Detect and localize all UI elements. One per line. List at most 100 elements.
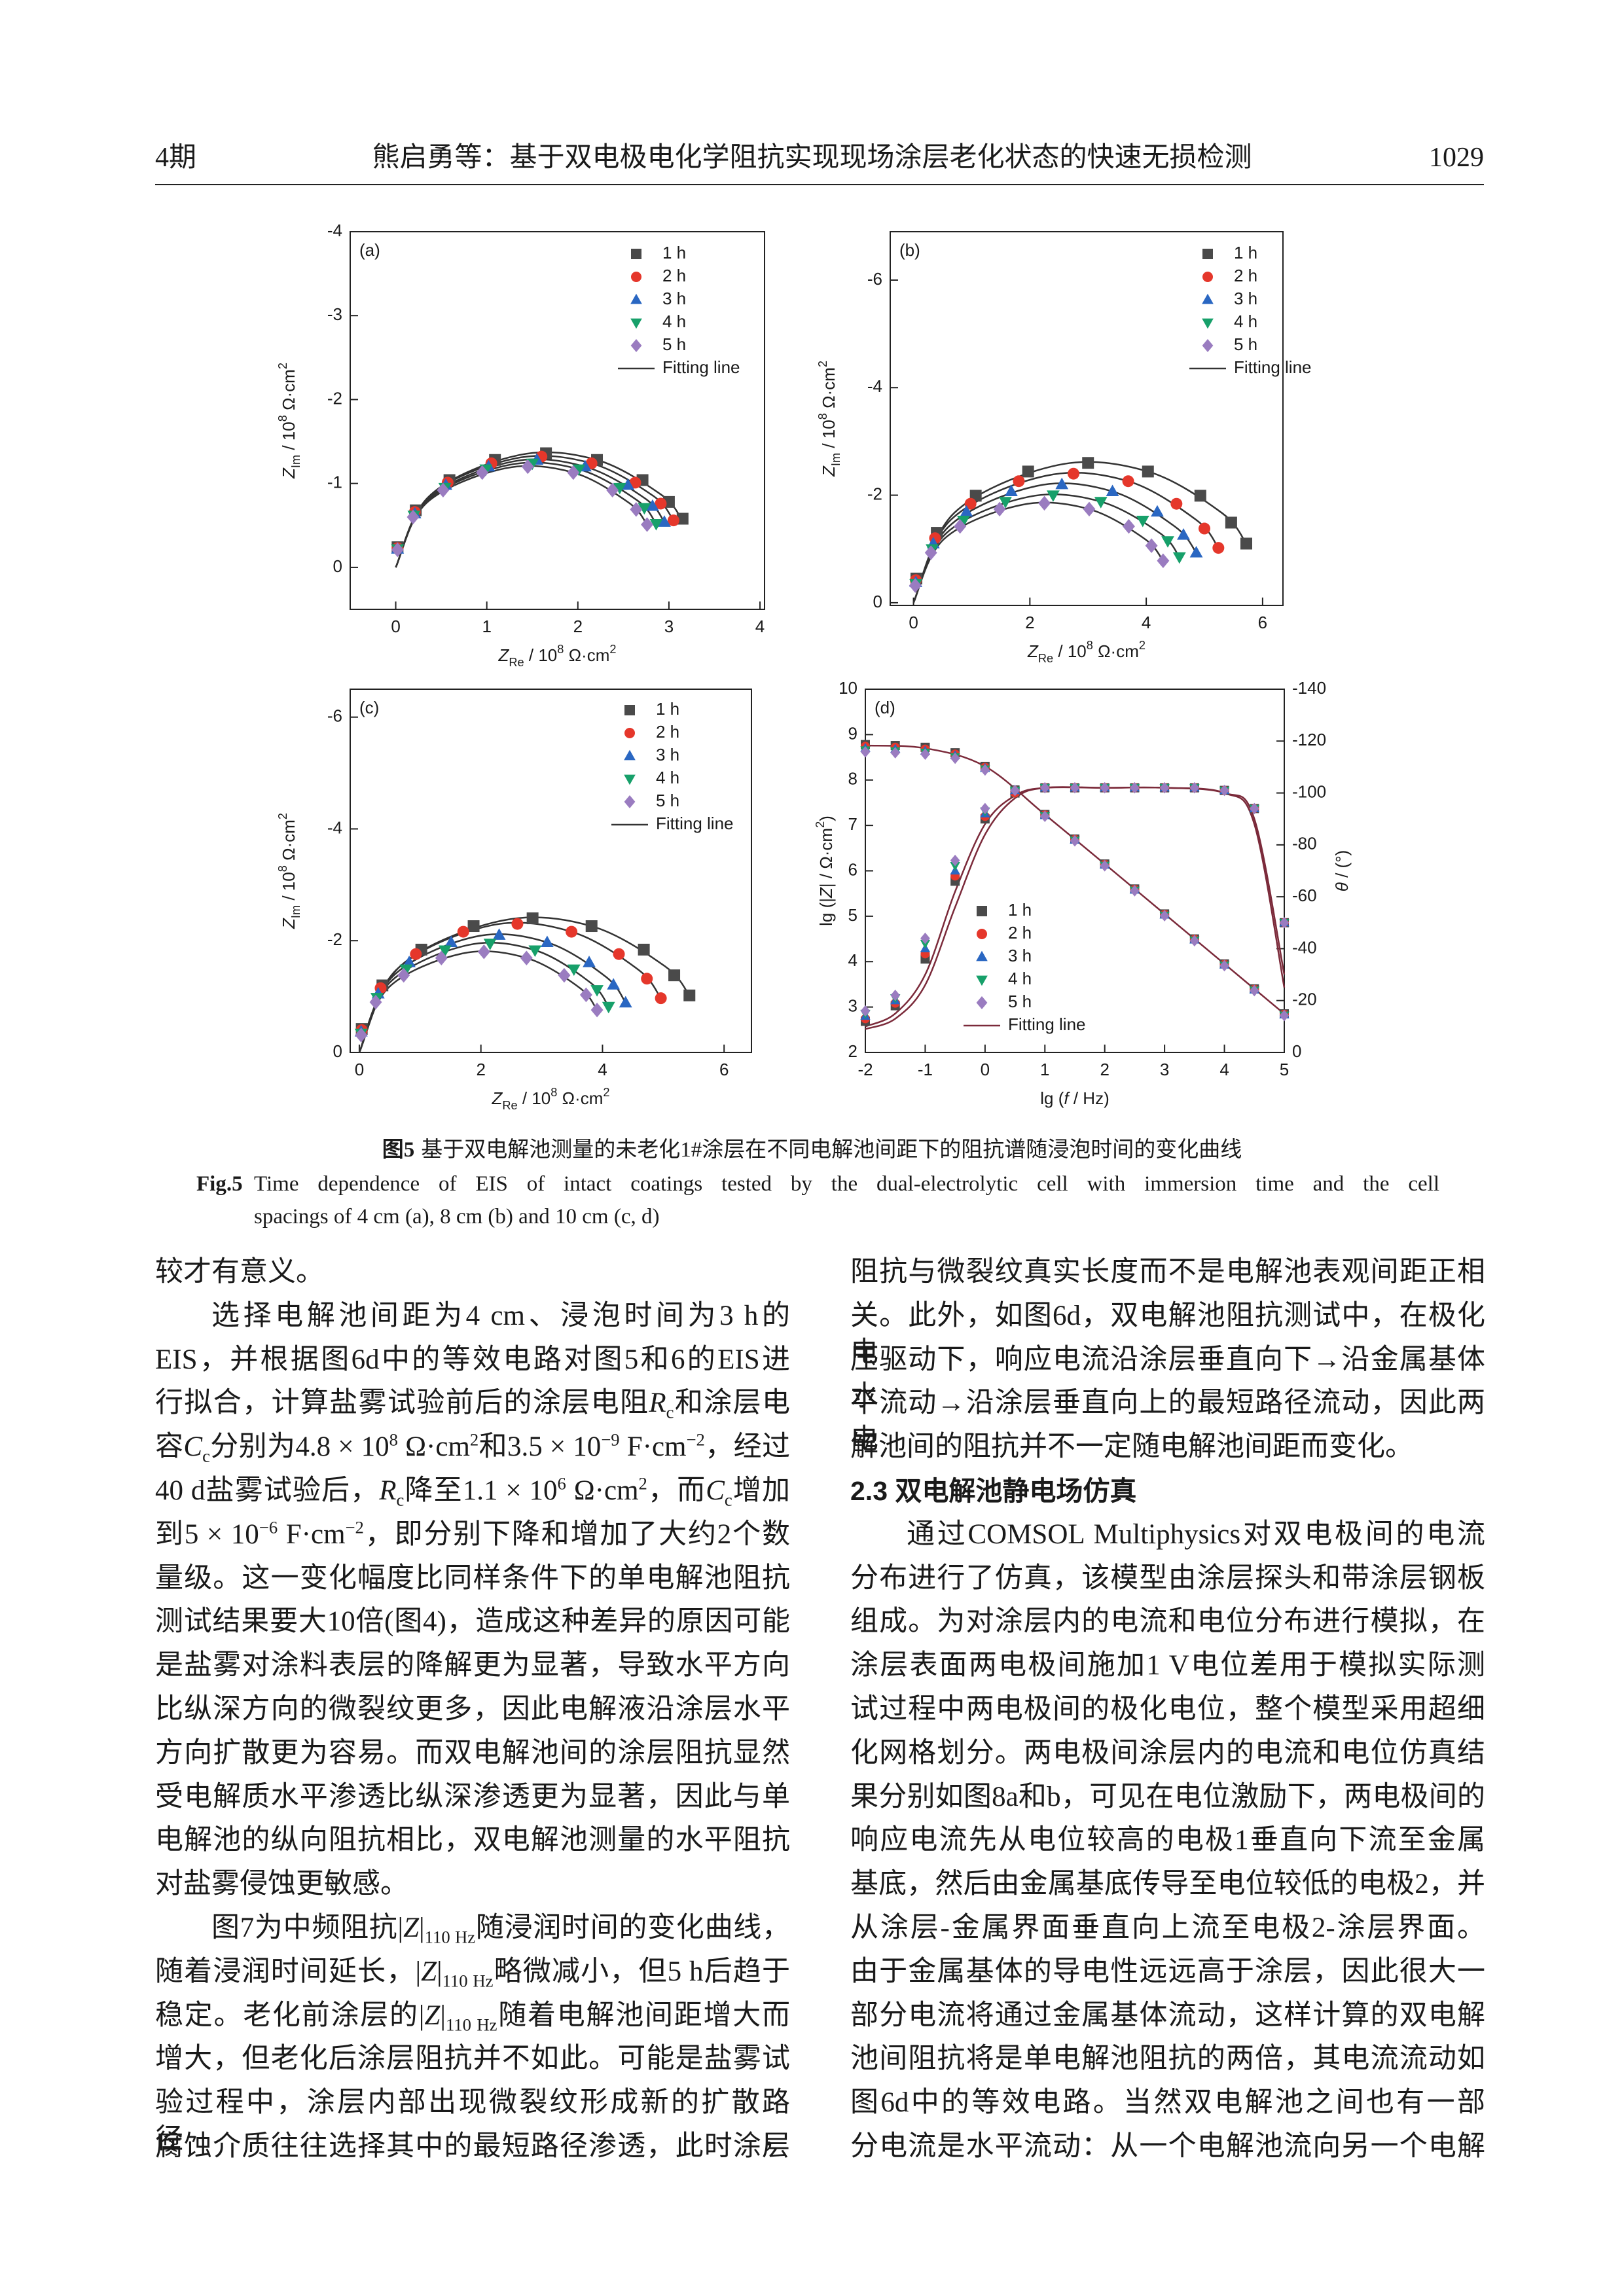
marker xyxy=(590,985,604,997)
marker xyxy=(406,509,420,525)
text-run: 测试结果要大10倍(图4)，造成这种差异的原因可能 xyxy=(155,1606,790,1638)
fit-line xyxy=(395,458,665,568)
x-axis-label: ZRe / 108 Ω·cm2 xyxy=(1027,639,1146,665)
text-line: 电解池的纵向阻抗相比，双电解池测量的水平阻抗 xyxy=(155,1822,790,1859)
marker xyxy=(437,482,450,498)
marker xyxy=(1157,553,1170,569)
text-run: 试过程中两电极间的极化电位，整个模型采用超细 xyxy=(850,1694,1485,1725)
sup-run: −2 xyxy=(686,1429,705,1450)
marker xyxy=(1038,495,1051,511)
x-tick-label: -2 xyxy=(857,1060,873,1079)
text-run: | / Ω·cm xyxy=(816,828,836,888)
y2-axis-label: θ / (°) xyxy=(1332,850,1352,892)
marker xyxy=(980,802,990,815)
legend-label: 4 h xyxy=(1234,312,1257,331)
italic-run: Z xyxy=(403,1912,420,1943)
y-tick-label: -6 xyxy=(327,706,342,726)
marker xyxy=(1202,249,1213,259)
legend-label: 2 h xyxy=(662,266,686,285)
marker xyxy=(1068,467,1079,480)
text-run: / 10 xyxy=(819,420,839,453)
marker xyxy=(624,728,635,738)
marker xyxy=(976,950,988,961)
sub-run: c xyxy=(666,1402,674,1422)
x-tick-label: 0 xyxy=(355,1060,364,1079)
legend-label: 4 h xyxy=(656,768,679,787)
marker xyxy=(630,318,642,329)
sub-run: c xyxy=(724,1490,732,1510)
marker xyxy=(638,503,651,515)
caption-zh: 图5 基于双电解池测量的未老化1#涂层在不同电解池间距下的阻抗谱随浸泡时间的变化曲… xyxy=(0,1137,1624,1163)
marker xyxy=(585,920,598,933)
text-line: 图7为中频阻抗|Z|110 Hz随浸润时间的变化曲线， xyxy=(211,1910,790,1946)
marker xyxy=(355,1028,368,1043)
marker xyxy=(467,920,480,933)
x-tick-label: 0 xyxy=(909,613,918,632)
marker xyxy=(391,542,404,558)
marker xyxy=(860,745,871,758)
text-run: 比纵深方向的微裂纹更多，因此电解液沿涂层水平 xyxy=(155,1694,790,1725)
text-run: 选择电解池间距为4 cm、浸泡时间为3 h的 xyxy=(211,1300,790,1331)
y-axis-label: ZIm / 108 Ω·cm2 xyxy=(816,361,842,477)
text-run: 行拟合，计算盐雾试验前后的涂层电阻 xyxy=(155,1388,649,1419)
y2-tick-label: -100 xyxy=(1292,781,1326,801)
text-run: 基底，然后由金属基底传导至电位较低的电极2，并 xyxy=(850,1869,1485,1900)
text-run: | xyxy=(419,1912,425,1943)
marker xyxy=(1202,318,1214,329)
text-line: 部分电流将通过金属基体流动，这样计算的双电解 xyxy=(850,1998,1485,2034)
text-run: 通过COMSOL Multiphysics对双电极间的电流 xyxy=(907,1518,1485,1550)
marker xyxy=(1279,1010,1290,1022)
y-tick-label: 2 xyxy=(848,1041,857,1061)
text-run: lg ( xyxy=(1040,1088,1064,1108)
text-line: 压驱动下，响应电流沿涂层垂直向下→沿金属基体水 xyxy=(850,1342,1485,1412)
text-line: 化网格划分。两电极间涂层内的电流和电位仿真结 xyxy=(850,1735,1485,1772)
marker xyxy=(957,515,970,528)
marker xyxy=(1189,546,1203,558)
legend-label: 3 h xyxy=(662,289,686,308)
x-tick-label: 2 xyxy=(1025,613,1034,632)
marker xyxy=(1249,802,1259,815)
text-line: 容Cc分别为4.8 × 108 Ω·cm2和3.5 × 10−9 F·cm−2，… xyxy=(155,1429,790,1465)
legend-label: 1 h xyxy=(1008,900,1032,920)
marker xyxy=(641,973,653,985)
marker xyxy=(541,935,554,947)
text-run: 和3.5 × 10 xyxy=(478,1431,602,1463)
marker xyxy=(476,465,489,480)
marker xyxy=(645,499,659,511)
marker xyxy=(457,925,469,938)
text-line: 响应电流先从电位较高的电极1垂直向下流至金属 xyxy=(850,1822,1485,1859)
marker xyxy=(483,939,497,950)
x-tick-label: 2 xyxy=(573,617,583,636)
legend-label: 5 h xyxy=(656,791,679,810)
sup-run: 8 xyxy=(276,865,289,872)
text-line: 组成。为对涂层内的电流和电位分布进行模拟，在 xyxy=(850,1604,1485,1640)
marker xyxy=(1106,484,1119,497)
marker xyxy=(920,748,930,760)
marker xyxy=(403,956,416,967)
x-tick-label: 2 xyxy=(476,1060,485,1079)
text-run: 响应电流先从电位较高的电极1垂直向下流至金属 xyxy=(850,1825,1485,1856)
text-line: 对盐雾侵蚀更敏感。 xyxy=(155,1866,790,1903)
x-tick-label: 6 xyxy=(719,1060,729,1079)
legend-label: 1 h xyxy=(656,699,679,719)
text-run: 关。此外，如图6d，双电解池阻抗测试中，在极化电 xyxy=(850,1300,1485,1368)
x-tick-label: 0 xyxy=(391,617,400,636)
y2-tick-label: 0 xyxy=(1292,1041,1301,1061)
marker xyxy=(1070,781,1080,794)
italic-run: Z xyxy=(492,1088,503,1108)
marker xyxy=(676,512,689,525)
y-axis-label: lg (|Z| / Ω·cm2) xyxy=(814,816,836,926)
text-run: F·cm xyxy=(278,1518,346,1550)
sup-run: 2 xyxy=(609,643,616,656)
text-run: 和涂层电 xyxy=(674,1388,791,1419)
text-line: 行拟合，计算盐雾试验前后的涂层电阻Rc和涂层电 xyxy=(155,1385,790,1422)
marker xyxy=(1122,518,1135,534)
text-run: Ω·cm xyxy=(1093,641,1139,661)
text-line: 比纵深方向的微裂纹更多，因此电解液沿涂层水平 xyxy=(155,1691,790,1728)
legend-label: 3 h xyxy=(656,745,679,764)
legend-label: 2 h xyxy=(1234,266,1257,285)
marker xyxy=(566,925,578,938)
y-tick-label: 3 xyxy=(848,996,857,1016)
